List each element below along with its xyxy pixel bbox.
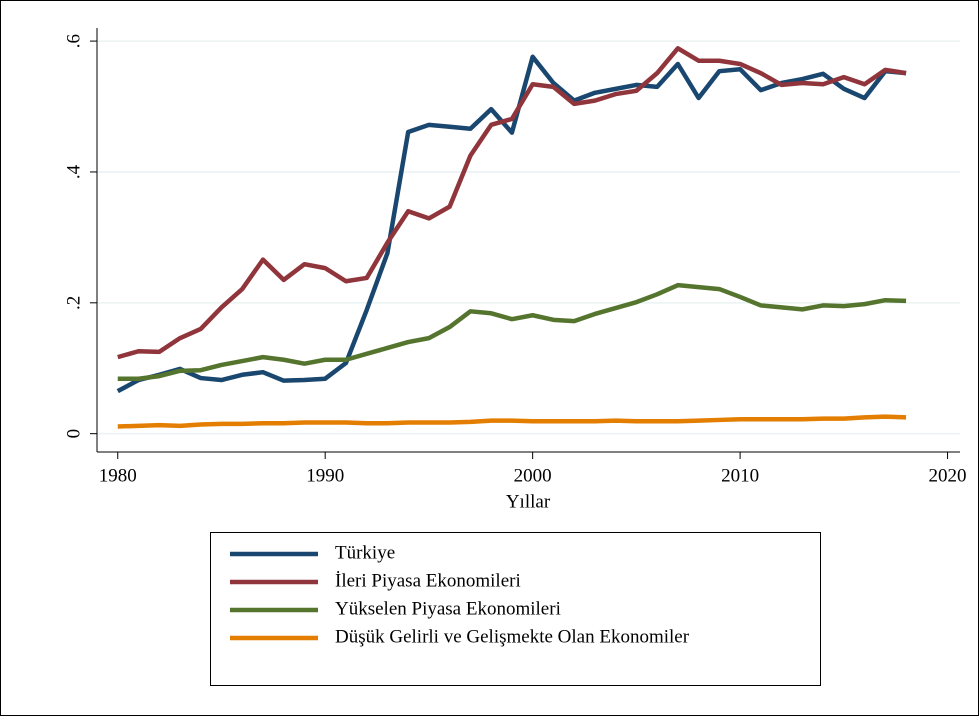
x-tick-label: 2020	[929, 465, 967, 486]
legend-label: Türkiye	[335, 542, 395, 563]
x-tick-label: 1990	[306, 465, 344, 486]
x-tick-label: 2000	[514, 465, 552, 486]
x-axis-label: Yıllar	[506, 491, 551, 512]
legend-label: Düşük Gelirli ve Gelişmekte Olan Ekonomi…	[335, 626, 690, 647]
y-tick-label: 0	[63, 429, 84, 439]
y-tick-label: .6	[63, 34, 84, 48]
legend-label: İleri Piyasa Ekonomileri	[335, 570, 521, 591]
series-line	[117, 282, 907, 381]
x-tick-label: 2010	[721, 465, 759, 486]
y-tick-label: .4	[63, 164, 84, 179]
series-line	[117, 46, 907, 360]
series-line	[117, 414, 907, 429]
series-line	[116, 54, 907, 394]
x-tick-label: 1980	[99, 465, 137, 486]
legend-label: Yükselen Piyasa Ekonomileri	[335, 598, 561, 619]
y-tick-label: .2	[63, 296, 84, 310]
